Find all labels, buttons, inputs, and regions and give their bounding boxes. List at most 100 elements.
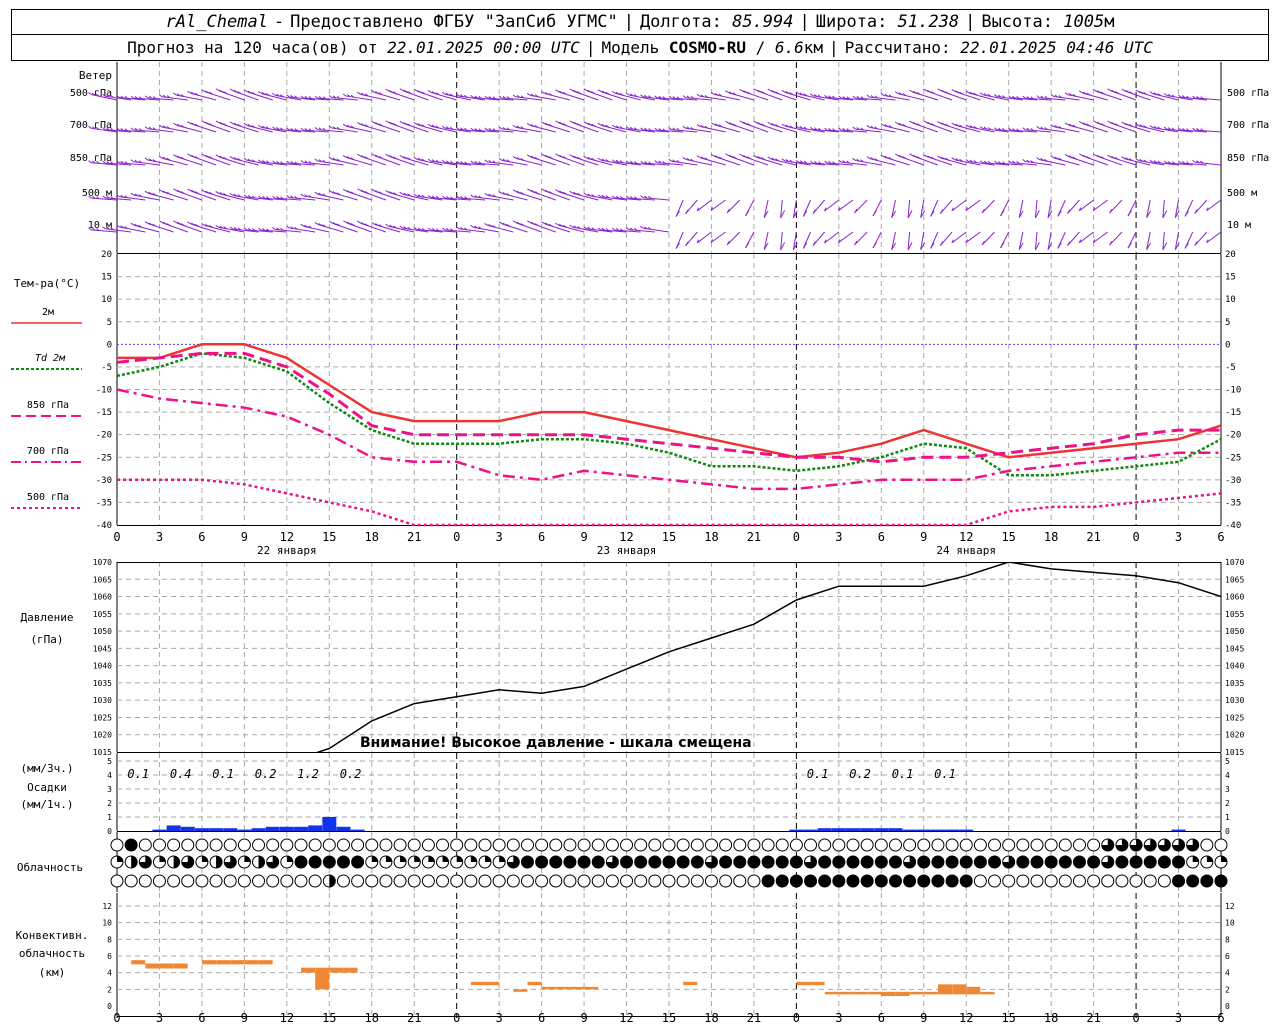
wind-barb-feather	[1182, 160, 1186, 164]
wind-barb-feather	[431, 91, 436, 95]
cloud-symbol	[436, 838, 450, 852]
temp-ytick: 5	[107, 318, 112, 328]
wind-barb	[133, 97, 160, 101]
station-name: rAl_Chemal	[165, 12, 268, 32]
wind-barb-feather	[951, 239, 954, 244]
wind-barb	[1097, 91, 1123, 101]
wind-barb-feather	[587, 122, 592, 126]
wind-barb-feather	[427, 90, 432, 94]
wind-barb-feather	[686, 95, 690, 99]
wind-barb	[402, 227, 429, 233]
pres-ytick: 1030	[93, 696, 112, 705]
wind-barb	[559, 122, 585, 133]
wind-barb-feather	[824, 127, 828, 131]
pres-ytick: 1015	[93, 748, 112, 757]
cloud-fill	[1186, 875, 1199, 887]
wind-barb-feather	[548, 92, 553, 96]
wind-barb	[1152, 127, 1179, 133]
wind-barb-feather	[304, 128, 308, 131]
pres-ytick-right: 1045	[1225, 644, 1244, 653]
wind-barb	[559, 155, 585, 166]
wind-barb-feather	[144, 126, 149, 130]
wind-barb-feather	[243, 157, 248, 161]
wind-barb-feather	[1072, 124, 1077, 128]
wind-barb-feather	[360, 222, 366, 226]
wind-barb	[982, 162, 1009, 166]
cloud-fill	[762, 875, 775, 887]
wind-barb	[176, 94, 203, 101]
pres-ytick-right: 1035	[1225, 679, 1244, 688]
time-tick-bottom: 21	[747, 1011, 761, 1024]
wind-barb-feather	[569, 120, 575, 124]
temp-line	[117, 343, 1222, 459]
precip-bars	[152, 817, 1186, 831]
wind-barb	[884, 156, 910, 166]
wind-barb	[898, 123, 924, 133]
wind-barb	[1180, 129, 1207, 133]
wind-barb-feather	[144, 221, 150, 225]
wind-barb-feather	[559, 154, 564, 158]
cloud-symbol	[464, 838, 478, 852]
wind-barb-feather	[1146, 242, 1151, 250]
cloud-symbol	[181, 874, 195, 888]
wind-barb-feather	[106, 94, 110, 98]
wind-barb	[965, 199, 981, 211]
wind-barb-feather	[506, 127, 510, 131]
wind-barb-feather	[860, 96, 864, 100]
cloud-fill	[329, 875, 336, 887]
wind-barb-feather	[945, 123, 950, 127]
wind-barb-feather	[393, 123, 398, 127]
cloud-symbol	[209, 874, 223, 888]
wind-barb	[219, 122, 245, 133]
wind-barb	[1083, 155, 1108, 166]
wind-barb-feather	[492, 96, 496, 100]
wind-barb-feather	[484, 95, 488, 99]
wind-barb	[996, 129, 1023, 133]
wind-barb-feather	[654, 95, 658, 99]
wind-barb-feather	[343, 220, 348, 224]
wind-barb	[261, 126, 287, 133]
cloud-symbol	[407, 838, 421, 852]
wind-barb-feather	[1064, 92, 1069, 96]
wind-barb-feather	[450, 160, 454, 164]
wind-barb-feather	[704, 157, 709, 161]
temp-title: Тем-ра(°C)	[14, 277, 80, 290]
convective-bar	[923, 991, 938, 995]
wind-barb	[361, 156, 387, 166]
wind-barb-feather	[544, 91, 549, 95]
wind-barb-feather	[403, 122, 408, 126]
cloud-fill	[1172, 839, 1185, 852]
wind-barb	[191, 123, 217, 133]
pres-ytick-right: 1030	[1225, 696, 1244, 705]
time-tick: 3	[1175, 530, 1182, 544]
wind-barb-feather	[1196, 160, 1200, 164]
wind-barb-feather	[233, 89, 239, 94]
wind-barb-feather	[314, 158, 319, 162]
wind-barb-feather	[399, 191, 404, 195]
wind-barb-feather	[534, 223, 540, 227]
cloud-fill	[563, 856, 576, 868]
wind-barb-feather	[696, 155, 701, 159]
pres-ytick: 1045	[93, 644, 112, 653]
wind-barb-feather	[767, 156, 772, 160]
wind-barb-feather	[96, 126, 100, 130]
wind-barb-feather	[601, 194, 606, 198]
wind-barb-feather	[668, 95, 672, 99]
convective-bar	[938, 984, 952, 995]
wind-barb-feather	[998, 127, 1002, 131]
wind-barb-feather	[162, 190, 168, 194]
wind-barb	[289, 129, 316, 133]
wind-barb	[981, 199, 995, 214]
wind-barb-feather	[710, 153, 716, 158]
wind-barb-feather	[399, 88, 405, 92]
wind-barb-feather	[1192, 95, 1196, 99]
wind-barb-feather	[1082, 154, 1088, 158]
wind-barb-feather	[272, 92, 276, 96]
cloud-symbol	[549, 874, 563, 888]
wind-barb-feather	[894, 91, 899, 95]
wind-barb	[473, 162, 500, 166]
wind-barb-feather	[318, 192, 323, 196]
wind-barb-feather	[1096, 154, 1102, 159]
wind-barb-feather	[449, 93, 454, 97]
convective-bar	[966, 986, 981, 995]
